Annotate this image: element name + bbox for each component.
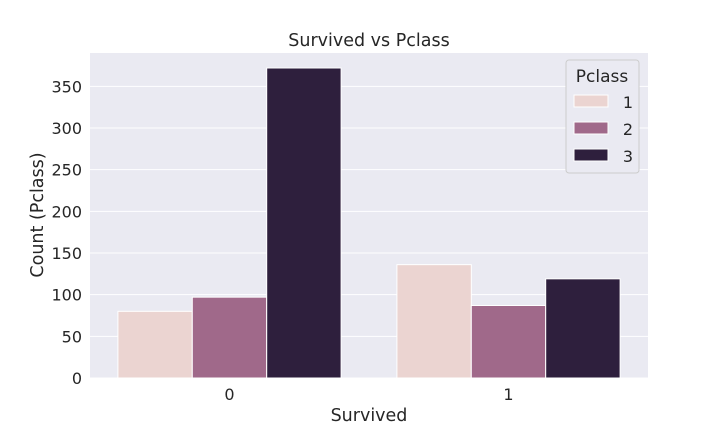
y-tick-label: 300 <box>51 119 82 138</box>
legend: Pclass 1 2 3 <box>565 59 640 174</box>
bar-survived-0-pclass-1 <box>117 310 193 379</box>
y-tick-label: 350 <box>51 77 82 96</box>
x-tick-label: 0 <box>224 385 234 404</box>
y-tick-label: 50 <box>62 327 82 346</box>
legend-title: Pclass <box>576 67 629 87</box>
bar-survived-0-pclass-3 <box>266 67 342 379</box>
y-axis-label: Count (Pclass) <box>28 152 48 277</box>
bar-survived-1-pclass-3 <box>545 278 621 379</box>
chart-title: Survived vs Pclass <box>288 31 449 51</box>
y-tick-labels: 0 50 100 150 200 250 300 350 <box>51 77 82 388</box>
y-tick-label: 150 <box>51 244 82 263</box>
bars <box>117 67 621 379</box>
legend-label: 3 <box>623 147 633 166</box>
y-tick-label: 250 <box>51 161 82 180</box>
bar-survived-1-pclass-2 <box>470 305 547 379</box>
bar-survived-0-pclass-2 <box>191 296 268 379</box>
y-tick-label: 100 <box>51 286 82 305</box>
legend-swatch-2 <box>573 121 609 135</box>
y-tick-label: 0 <box>72 369 82 388</box>
legend-swatch-1 <box>573 94 609 108</box>
legend-swatch-3 <box>573 148 609 162</box>
x-axis-label: Survived <box>331 406 408 426</box>
legend-box <box>565 59 640 174</box>
bar-survived-1-pclass-1 <box>396 264 472 379</box>
legend-label: 2 <box>623 120 633 139</box>
legend-label: 1 <box>623 93 633 112</box>
x-tick-label: 1 <box>503 385 513 404</box>
y-tick-label: 200 <box>51 202 82 221</box>
